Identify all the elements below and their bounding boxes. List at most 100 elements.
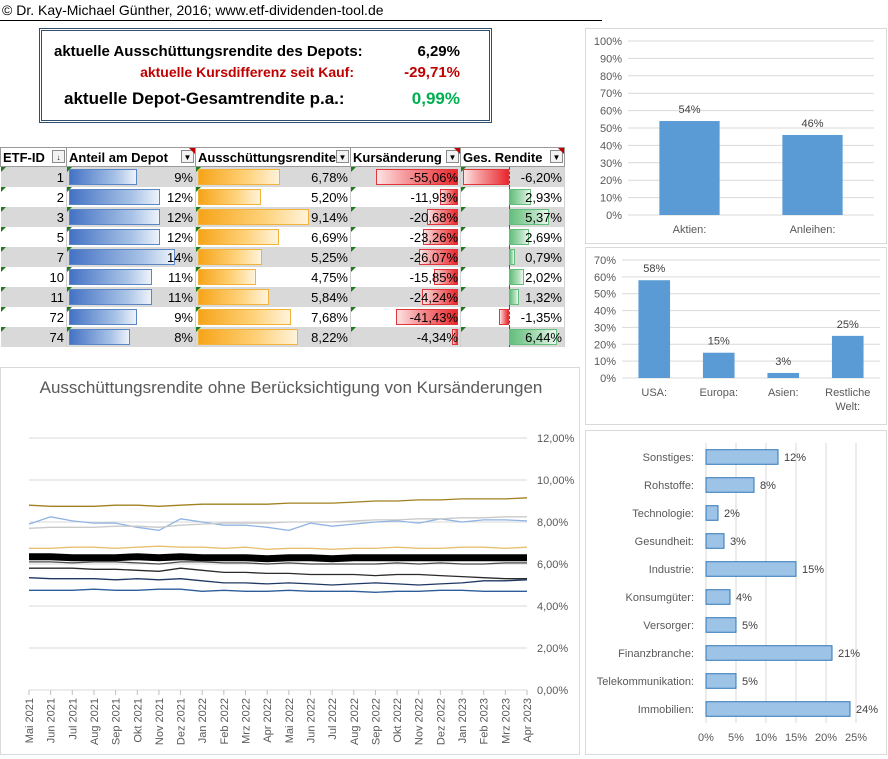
share-cell[interactable]: 9% — [66, 166, 196, 187]
share-cell[interactable]: 11% — [66, 287, 196, 307]
y-category-label: Konsumgüter: — [626, 592, 694, 604]
total-databar — [509, 229, 530, 245]
x-tick-label: Dez 2022 — [435, 698, 447, 745]
x-tick-label: Feb 2022 — [219, 698, 231, 744]
yield-cell[interactable]: 6,69% — [195, 227, 351, 247]
dividend-yield-value: 6,29% — [417, 43, 460, 60]
etf-id-cell[interactable]: 74 — [0, 327, 67, 347]
y-tick-label: 60% — [600, 106, 622, 118]
yield-history-chart: 0,00% 2,00% 4,00% 6,00% 8,00% 10,00% 12,00% Mai… — [24, 433, 575, 745]
share-cell[interactable]: 8% — [66, 327, 196, 347]
data-label: 2% — [724, 508, 740, 520]
change-cell[interactable]: -4,34% — [350, 327, 461, 347]
x-tick-label: Okt 2021 — [132, 698, 144, 743]
x-tick-label: Apr 2022 — [262, 698, 274, 743]
y-tick-label: 10% — [594, 356, 616, 368]
table-row: 5 12% 6,69% -23,26% 2,69% — [0, 227, 565, 247]
change-cell[interactable]: -11,93% — [350, 187, 461, 207]
x-tick-label: Nov 2021 — [154, 698, 166, 745]
x-category-label-line: Welt: — [835, 401, 860, 413]
share-cell[interactable]: 12% — [66, 207, 196, 227]
change-cell[interactable]: -24,24% — [350, 287, 461, 307]
change-cell[interactable]: -41,43% — [350, 307, 461, 327]
etf-id-cell[interactable]: 72 — [0, 307, 67, 327]
yield-cell[interactable]: 7,68% — [195, 307, 351, 327]
bar — [782, 134, 843, 215]
yield-cell[interactable]: 5,20% — [195, 187, 351, 207]
total-cell[interactable]: -6,20% — [460, 166, 565, 187]
yield-cell[interactable]: 5,84% — [195, 287, 351, 307]
total-cell[interactable]: 0,79% — [460, 247, 565, 267]
etf-id-cell[interactable]: 5 — [0, 227, 67, 247]
y-tick-label: 30% — [594, 322, 616, 334]
etf-id-cell[interactable]: 3 — [0, 207, 67, 227]
total-cell[interactable]: 2,93% — [460, 187, 565, 207]
error-indicator-icon — [351, 287, 356, 292]
yield-databar — [198, 209, 309, 225]
y-category-label: Gesundheit: — [635, 536, 694, 548]
total-cell[interactable]: 2,02% — [460, 267, 565, 287]
share-databar — [69, 189, 160, 205]
etf-id-cell[interactable]: 1 — [0, 166, 67, 187]
total-cell[interactable]: -1,35% — [460, 307, 565, 327]
share-cell[interactable]: 12% — [66, 227, 196, 247]
change-cell[interactable]: -20,68% — [350, 207, 461, 227]
y-category-label: Finanzbranche: — [618, 648, 694, 660]
y-tick-label: 2,00% — [537, 643, 568, 655]
bar — [702, 352, 735, 378]
change-databar — [419, 249, 458, 265]
yield-cell[interactable]: 4,75% — [195, 267, 351, 287]
total-databar — [498, 309, 509, 325]
dropdown-arrow-icon[interactable]: ▼ — [336, 150, 349, 163]
series-line — [28, 497, 528, 507]
change-cell[interactable]: -55,06% — [350, 166, 461, 187]
y-tick-label: 80% — [600, 71, 622, 83]
change-cell[interactable]: -23,26% — [350, 227, 461, 247]
data-label: 3% — [730, 536, 746, 548]
x-category-label: Europa: — [699, 387, 738, 399]
yield-cell[interactable]: 5,25% — [195, 247, 351, 267]
error-indicator-icon — [0, 267, 6, 272]
error-indicator-icon — [461, 327, 466, 332]
bar — [705, 701, 851, 717]
change-cell[interactable]: -26,07% — [350, 247, 461, 267]
total-cell[interactable]: 2,69% — [460, 227, 565, 247]
share-databar — [69, 269, 153, 285]
yield-history-chart-panel: Ausschüttungsrendite ohne Berücksichtigu… — [0, 367, 580, 755]
total-databar — [509, 189, 531, 205]
etf-id-cell[interactable]: 10 — [0, 267, 67, 287]
sort-filter-icon[interactable]: ↓ — [52, 150, 65, 163]
bar — [705, 505, 719, 521]
y-category-label: Technologie: — [632, 508, 694, 520]
share-cell[interactable]: 11% — [66, 267, 196, 287]
x-category-label-line: Restliche — [825, 387, 870, 399]
yield-cell[interactable]: 8,22% — [195, 327, 351, 347]
yield-databar — [198, 309, 292, 325]
share-cell[interactable]: 12% — [66, 187, 196, 207]
etf-id-cell[interactable]: 2 — [0, 187, 67, 207]
table-row: 3 12% 9,14% -20,68% 5,37% — [0, 207, 565, 227]
x-tick-label: Jun 2021 — [46, 698, 58, 743]
yield-cell[interactable]: 6,78% — [195, 166, 351, 187]
x-tick-label: Sep 2022 — [370, 698, 382, 745]
yield-databar — [198, 229, 280, 245]
share-databar — [69, 169, 138, 185]
total-cell[interactable]: 1,32% — [460, 287, 565, 307]
x-tick-label: Jun 2022 — [305, 698, 317, 743]
share-cell[interactable]: 14% — [66, 247, 196, 267]
total-cell[interactable]: 6,44% — [460, 327, 565, 347]
x-tick-label: Sep 2021 — [111, 698, 123, 745]
x-tick-label: Mai 2022 — [284, 698, 296, 743]
share-cell[interactable]: 9% — [66, 307, 196, 327]
x-tick-label: Dez 2021 — [176, 698, 188, 745]
etf-id-cell[interactable]: 7 — [0, 247, 67, 267]
series-line — [29, 545, 528, 550]
col-header-etf-id: ETF-ID ↓ — [0, 147, 67, 167]
yield-cell[interactable]: 9,14% — [195, 207, 351, 227]
etf-id-cell[interactable]: 11 — [0, 287, 67, 307]
series-line — [28, 516, 527, 529]
y-tick-label: 30% — [600, 158, 622, 170]
total-cell[interactable]: 5,37% — [460, 207, 565, 227]
change-cell[interactable]: -15,85% — [350, 267, 461, 287]
line-chart-title: Ausschüttungsrendite ohne Berücksichtigu… — [39, 378, 543, 397]
